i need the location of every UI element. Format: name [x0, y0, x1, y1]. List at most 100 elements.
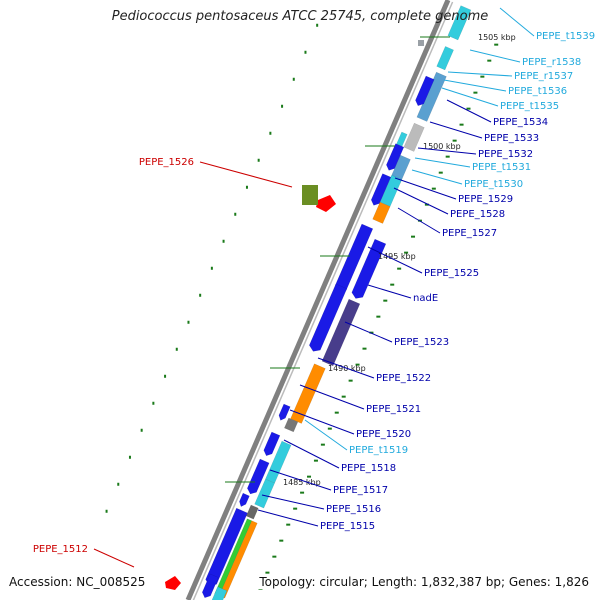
gene-label: PEPE_1522 [376, 373, 431, 384]
minor-tick [376, 315, 381, 318]
cds-block [201, 573, 219, 599]
outer-ring-dot [117, 482, 120, 486]
label-leader-line [429, 121, 483, 139]
minor-tick [272, 555, 277, 558]
red-feature-1526 [316, 195, 336, 212]
minor-tick [445, 155, 450, 158]
outer-ring-dot [128, 455, 131, 459]
gene-label: PEPE_r1538 [522, 57, 581, 68]
minor-tick [383, 299, 388, 302]
label-leader-line [289, 409, 355, 435]
minor-tick [286, 523, 291, 526]
gene-label: PEPE_1529 [458, 194, 513, 205]
minor-tick [452, 139, 457, 142]
minor-tick [369, 331, 374, 334]
minor-tick [279, 539, 284, 542]
olive-feature [302, 185, 318, 205]
gene-label: PEPE_1534 [493, 117, 548, 128]
gene-label: PEPE_1532 [478, 149, 533, 160]
gene-label: PEPE_1521 [366, 404, 421, 415]
gene-block-grey [403, 122, 425, 152]
minor-tick [404, 251, 409, 254]
minor-tick [341, 395, 346, 398]
outer-ring-dot [257, 158, 260, 162]
cds-block [239, 492, 250, 507]
minor-tick [438, 171, 443, 174]
minor-tick [480, 75, 485, 78]
cds-block [415, 75, 435, 107]
label-leader-line [469, 49, 521, 63]
gene-block-orange [290, 363, 326, 424]
gene-label: PEPE_t1536 [508, 86, 567, 97]
minor-tick [466, 107, 471, 110]
minor-tick [459, 123, 464, 126]
gene-label: PEPE_1523 [394, 337, 449, 348]
outer-ring-dot [316, 23, 319, 27]
gene-label: PEPE_1518 [341, 463, 396, 474]
minor-tick [327, 427, 332, 430]
label-leader-line [299, 384, 365, 410]
minor-tick [473, 91, 478, 94]
label-leader-line [261, 494, 325, 510]
label-leader-line [304, 419, 348, 451]
label-leader-line [257, 509, 319, 527]
gene-label: nadE [413, 293, 438, 304]
cds-block [308, 283, 348, 352]
gene-label: PEPE_1528 [450, 209, 505, 220]
gene-label: PEPE_t1539 [536, 31, 595, 42]
minor-tick [494, 43, 499, 46]
gene-block-grey [284, 417, 299, 433]
outer-ring-dot [234, 212, 237, 216]
minor-tick [348, 379, 353, 382]
outer-ring-dot [245, 185, 248, 189]
outer-ring-dot [105, 509, 108, 513]
outer-ring-dot [164, 374, 167, 378]
scale-label: 1500 kbp [423, 142, 461, 151]
red-feature-1512 [165, 576, 181, 590]
gene-label: PEPE_t1531 [472, 162, 531, 173]
trna-block [436, 46, 454, 71]
label-leader-line [441, 87, 499, 107]
gene-block-nade [321, 298, 361, 367]
outer-ring-dot [222, 239, 225, 243]
gene-label: PEPE_1526 [139, 157, 194, 168]
topology-text: Topology: circular; Length: 1,832,387 bp… [257, 575, 591, 589]
gene-label: PEPE_r1537 [514, 71, 573, 82]
label-leader-line [394, 177, 457, 200]
label-leader-line [367, 246, 423, 274]
gene-label: PEPE_1517 [333, 485, 388, 496]
label-leader-line [367, 284, 412, 299]
trna-block [447, 5, 472, 41]
gene-label: PEPE_1525 [424, 268, 479, 279]
gene-label: PEPE_1515 [320, 521, 375, 532]
minor-tick [265, 571, 270, 574]
label-leader-line [283, 439, 340, 469]
minor-tick [307, 475, 312, 478]
gene-block-grey [245, 504, 259, 520]
label-leader-line [93, 548, 135, 568]
trna-block [211, 586, 228, 600]
minor-tick [320, 443, 325, 446]
label-leader-line [446, 99, 492, 123]
minor-tick [397, 267, 402, 270]
gene-block-small [418, 40, 424, 46]
label-leader-line [417, 147, 477, 155]
minor-tick [355, 363, 360, 366]
cds-block [278, 403, 291, 421]
gene-label: PEPE_1512 [33, 544, 88, 555]
outer-ring-dot [269, 131, 272, 135]
minor-tick [431, 187, 436, 190]
label-leader-line [269, 469, 332, 491]
scale-label: 1495 kbp [378, 252, 416, 261]
outer-ring-dot [152, 401, 155, 405]
scale-label: 1505 kbp [478, 33, 516, 42]
trna-block [254, 478, 275, 509]
label-leader-line [414, 157, 471, 168]
label-leader-line [317, 357, 375, 379]
cds-block [247, 458, 270, 495]
label-leader-line [447, 71, 513, 77]
gene-label: PEPE_1516 [326, 504, 381, 515]
label-leader-line [393, 187, 449, 215]
genome-title: Pediococcus pentosaceus ATCC 25745, comp… [111, 9, 489, 24]
cds-block [370, 173, 392, 206]
